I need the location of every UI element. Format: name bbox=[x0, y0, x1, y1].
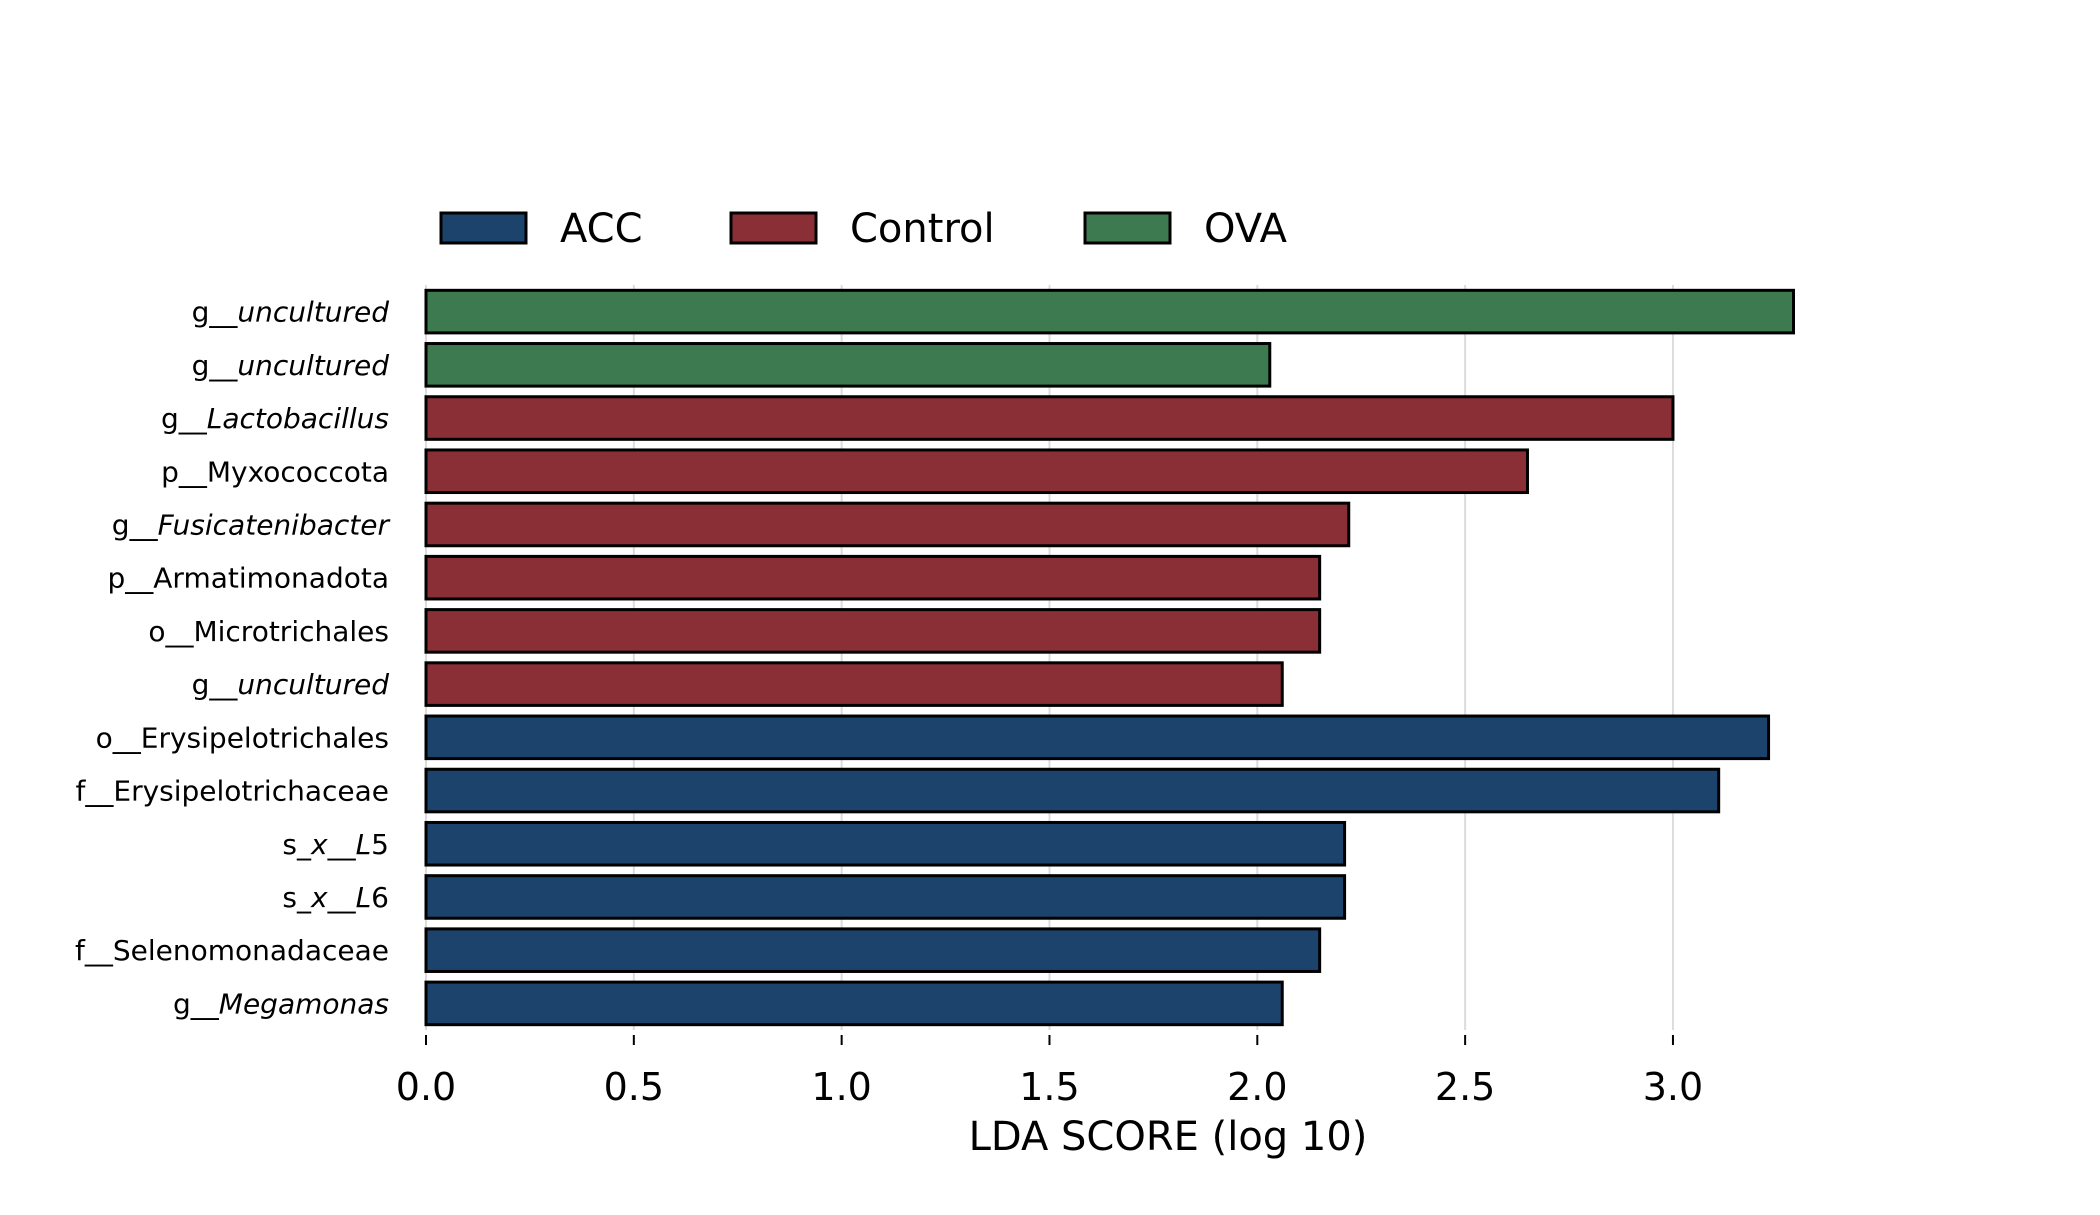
bar-0 bbox=[424, 288, 1795, 335]
category-label-taxon: Erysipelotrichaceae bbox=[113, 775, 389, 808]
category-label-taxon: Fusicatenibacter bbox=[158, 508, 391, 541]
bar-13 bbox=[424, 980, 1284, 1027]
category-label-prefix: o__ bbox=[148, 615, 194, 648]
x-tick-label-2: 1.0 bbox=[811, 1065, 871, 1109]
category-label-taxon: Erysipelotrichales bbox=[141, 721, 389, 754]
category-label-num: 5 bbox=[371, 828, 389, 861]
category-label-taxon: L bbox=[356, 881, 372, 914]
category-label-10: s_x__L5 bbox=[282, 828, 389, 861]
category-label-prefix: s_ bbox=[282, 828, 312, 861]
bar-8 bbox=[424, 714, 1771, 761]
category-label-prefix: s_ bbox=[282, 881, 312, 914]
bar-1 bbox=[424, 342, 1272, 388]
x-axis: 0.0 0.5 1.0 1.5 2.0 2.5 3.0 bbox=[396, 1035, 1703, 1109]
legend-swatch-ova bbox=[1083, 211, 1172, 245]
legend-swatch-acc bbox=[439, 211, 528, 245]
category-labels: g__unculturedg__unculturedg__Lactobacill… bbox=[75, 296, 390, 1021]
legend: ACC Control OVA bbox=[439, 206, 1288, 252]
category-label-taxon: Microtrichales bbox=[193, 615, 389, 648]
category-label-prefix: g__ bbox=[161, 402, 208, 435]
bar-9 bbox=[424, 767, 1721, 814]
x-tick-label-6: 3.0 bbox=[1643, 1065, 1703, 1109]
bar-12 bbox=[424, 927, 1322, 973]
legend-swatch-control bbox=[729, 211, 818, 245]
category-label-taxon: x bbox=[310, 828, 328, 861]
x-axis-title: LDA SCORE (log 10) bbox=[969, 1114, 1368, 1160]
category-label-num: 6 bbox=[371, 881, 389, 914]
category-label-13: g__Megamonas bbox=[173, 987, 389, 1020]
category-label-prefix: f__ bbox=[76, 775, 115, 808]
bars bbox=[424, 288, 1795, 1027]
category-label-3: p__Myxococcota bbox=[161, 455, 389, 488]
bar-4 bbox=[424, 501, 1351, 548]
category-label-4: g__Fusicatenibacter bbox=[112, 508, 391, 541]
x-tick-label-3: 1.5 bbox=[1019, 1065, 1079, 1109]
category-label-6: o__Microtrichales bbox=[148, 615, 389, 648]
category-label-0: g__uncultured bbox=[192, 296, 390, 329]
category-label-taxon: x bbox=[310, 881, 328, 914]
bar-2 bbox=[424, 395, 1675, 441]
category-label-prefix: p__ bbox=[108, 562, 155, 595]
x-tick-label-0: 0.0 bbox=[396, 1065, 456, 1109]
x-tick-label-4: 2.0 bbox=[1227, 1065, 1287, 1109]
bar-7 bbox=[424, 661, 1284, 707]
category-label-9: f__Erysipelotrichaceae bbox=[76, 775, 389, 808]
bar-5 bbox=[424, 554, 1322, 601]
category-label-1: g__uncultured bbox=[192, 349, 390, 382]
legend-label-ova: OVA bbox=[1204, 206, 1288, 252]
category-label-sep: __ bbox=[327, 828, 357, 861]
category-label-taxon: Selenomonadaceae bbox=[113, 934, 389, 967]
legend-label-acc: ACC bbox=[560, 206, 643, 252]
category-label-taxon: uncultured bbox=[237, 349, 389, 382]
category-label-prefix: g__ bbox=[192, 349, 239, 382]
x-tick-label-5: 2.5 bbox=[1435, 1065, 1495, 1109]
category-label-8: o__Erysipelotrichales bbox=[96, 721, 389, 754]
x-tick-label-1: 0.5 bbox=[604, 1065, 664, 1109]
category-label-taxon: Armatimonadota bbox=[153, 562, 389, 595]
legend-label-control: Control bbox=[850, 206, 995, 252]
category-label-prefix: g__ bbox=[173, 987, 220, 1020]
category-label-sep: __ bbox=[327, 881, 357, 914]
category-label-2: g__Lactobacillus bbox=[161, 402, 389, 435]
category-label-taxon: Megamonas bbox=[219, 987, 389, 1020]
category-label-prefix: g__ bbox=[112, 508, 159, 541]
category-label-taxon: uncultured bbox=[237, 668, 389, 701]
category-label-taxon: Lactobacillus bbox=[207, 402, 389, 435]
bar-11 bbox=[424, 874, 1347, 920]
category-label-11: s_x__L6 bbox=[282, 881, 389, 914]
category-label-12: f__Selenomonadaceae bbox=[75, 934, 389, 967]
bar-6 bbox=[424, 608, 1322, 654]
category-label-prefix: f__ bbox=[75, 934, 114, 967]
category-label-5: p__Armatimonadota bbox=[108, 562, 390, 595]
category-label-prefix: p__ bbox=[161, 455, 208, 488]
category-label-prefix: g__ bbox=[192, 668, 239, 701]
category-label-taxon: L bbox=[356, 828, 372, 861]
bar-3 bbox=[424, 448, 1529, 495]
bar-10 bbox=[424, 820, 1347, 867]
category-label-taxon: Myxococcota bbox=[207, 455, 389, 488]
category-label-prefix: o__ bbox=[96, 721, 142, 754]
category-label-taxon: uncultured bbox=[237, 296, 389, 329]
category-label-7: g__uncultured bbox=[192, 668, 390, 701]
category-label-prefix: g__ bbox=[192, 296, 239, 329]
